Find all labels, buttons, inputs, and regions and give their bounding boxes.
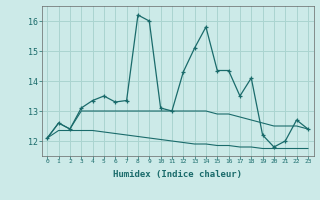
X-axis label: Humidex (Indice chaleur): Humidex (Indice chaleur) — [113, 170, 242, 179]
